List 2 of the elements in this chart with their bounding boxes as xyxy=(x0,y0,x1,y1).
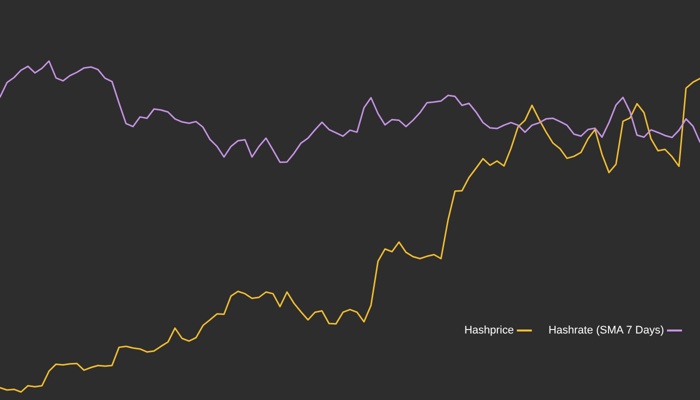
legend-label: Hashprice xyxy=(464,324,514,336)
legend-label: Hashrate (SMA 7 Days) xyxy=(548,324,664,336)
